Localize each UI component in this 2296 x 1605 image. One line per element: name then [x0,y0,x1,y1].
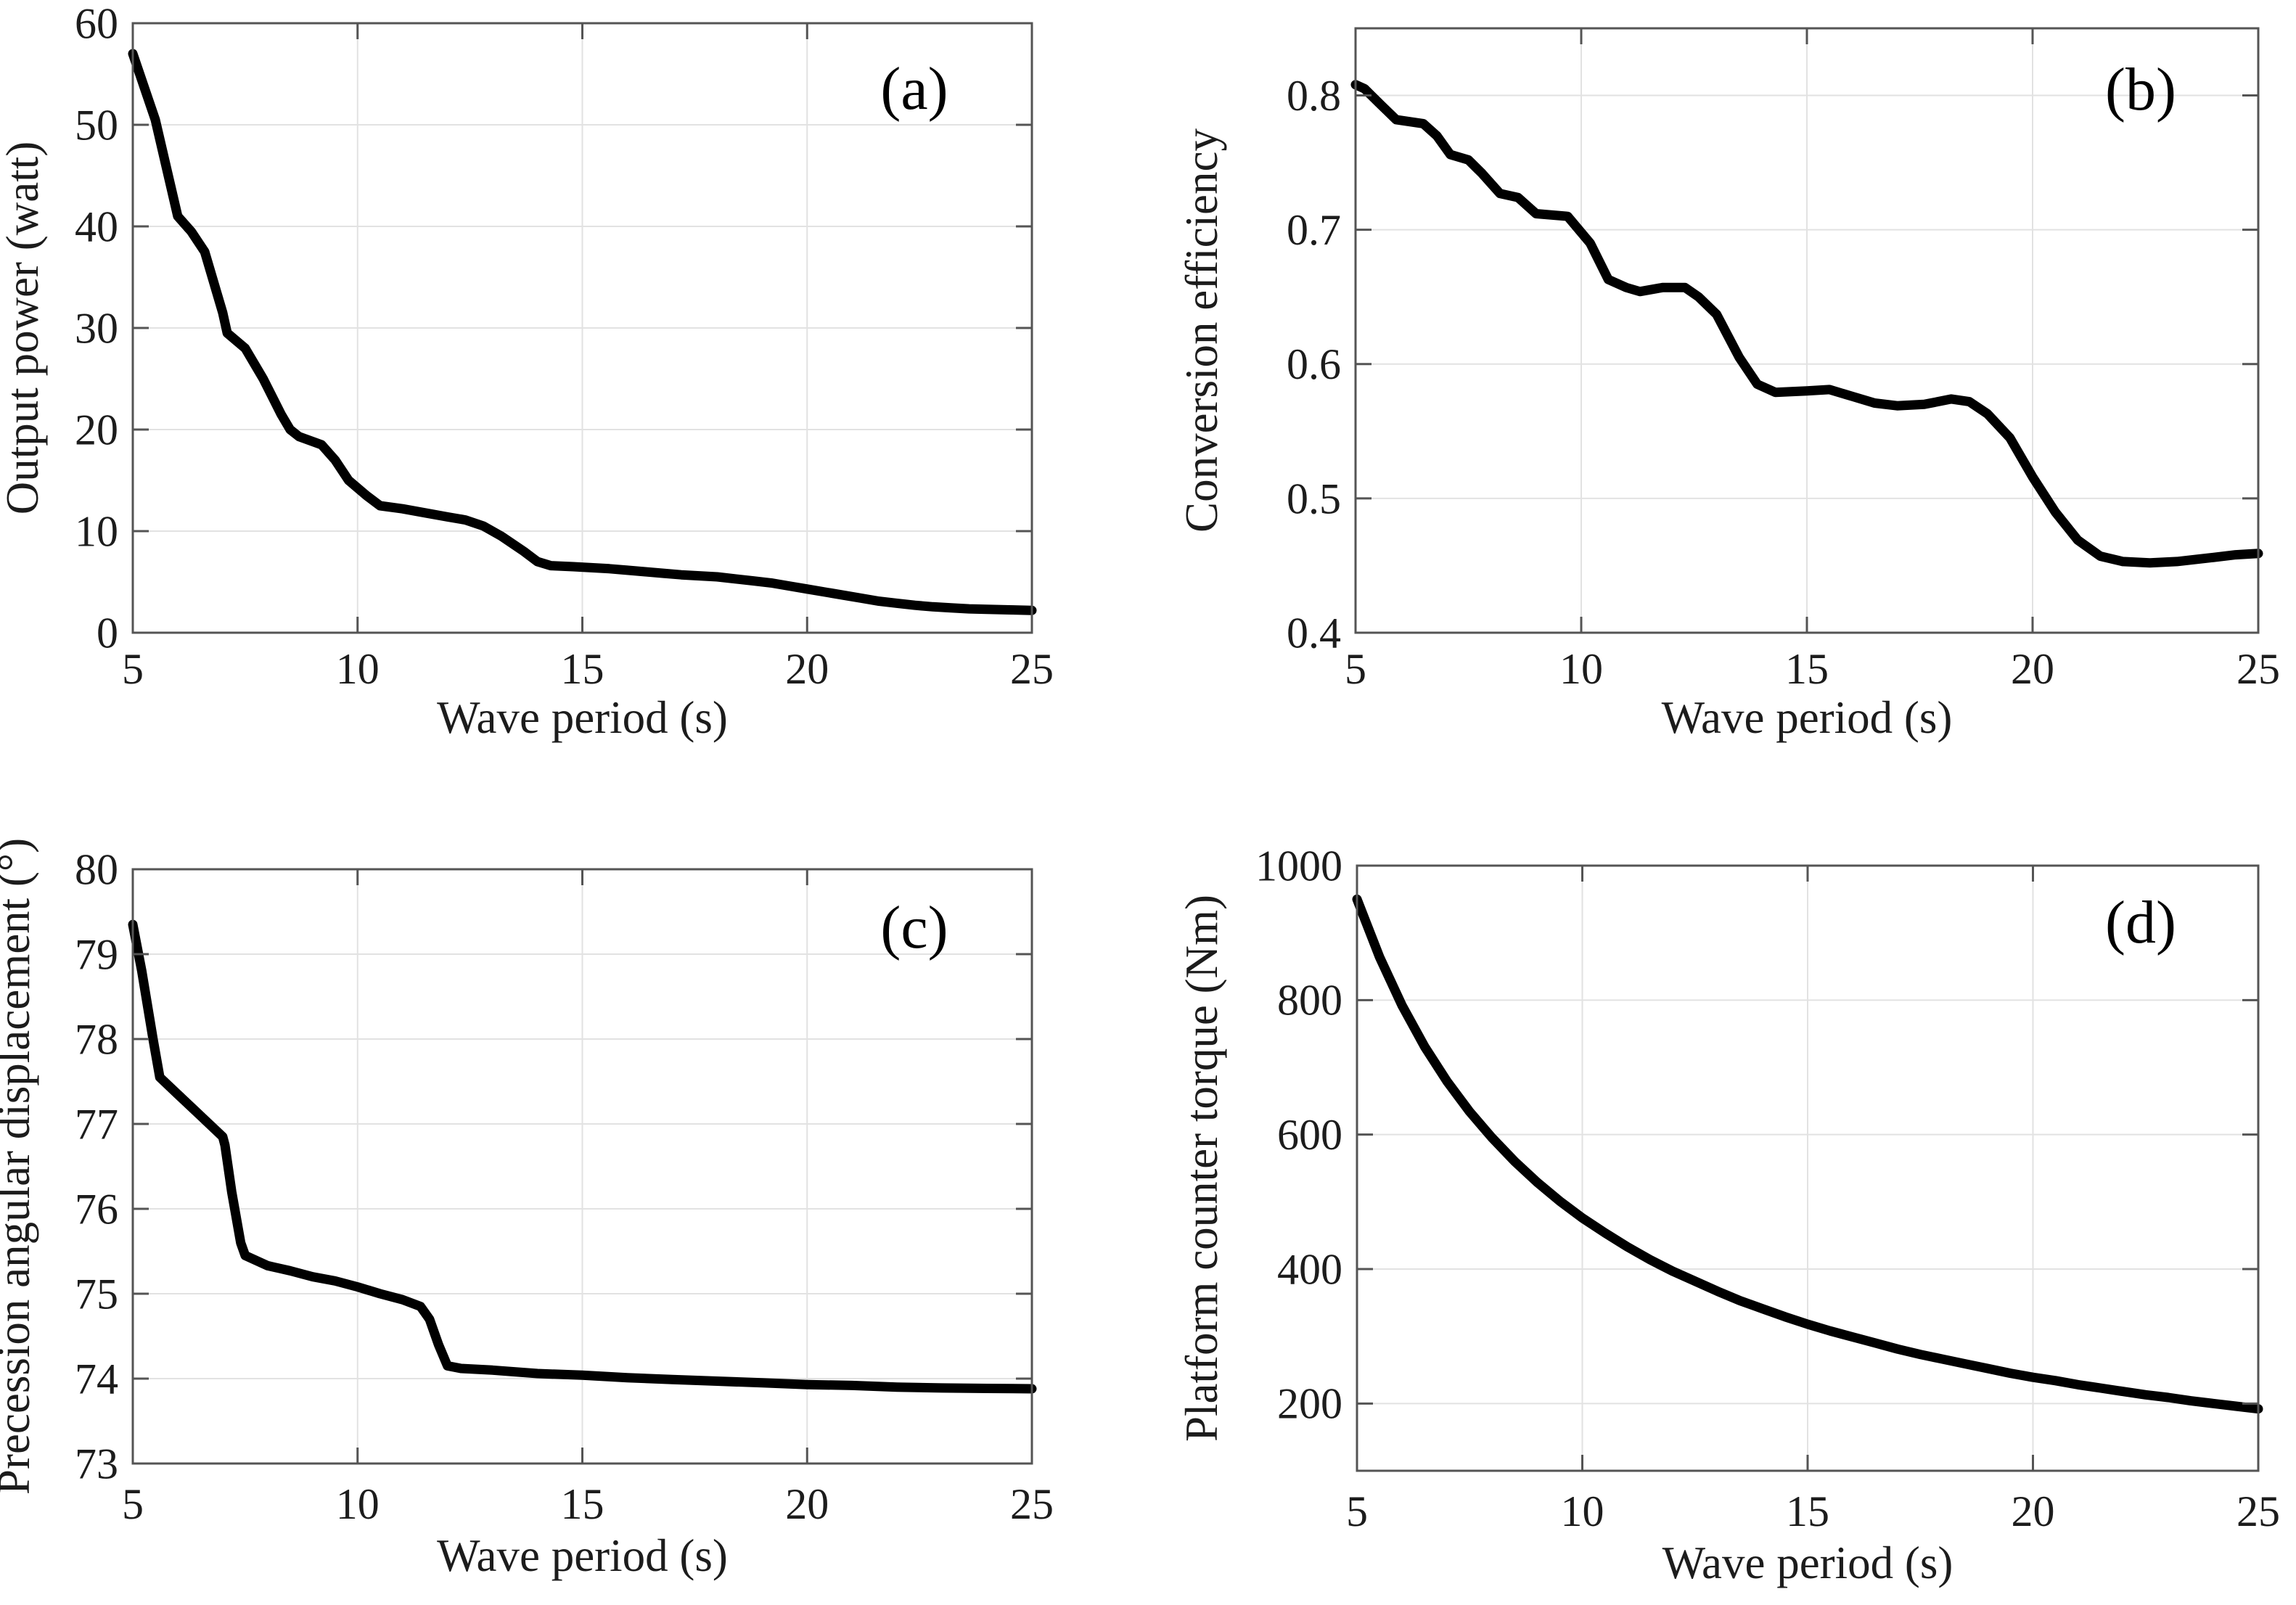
y-tick-label: 50 [75,101,118,149]
y-tick-label: 0.7 [1287,206,1341,254]
y-tick-label: 600 [1277,1111,1342,1159]
x-tick-label: 15 [1785,645,1829,693]
x-tick-label: 25 [2236,645,2280,693]
data-curve [128,919,1037,1394]
y-axis-label: Output power (watt) [0,141,48,514]
panel-letter-label: (a) [880,55,948,123]
y-tick-label: 200 [1277,1380,1342,1428]
x-tick-label: 10 [336,1480,380,1528]
panel-a-output-power-chart: 5 10 15 20 25 0 10 20 30 40 50 60 Wave period (s) Out… [0,0,1054,743]
y-axis-label: Precession angular displacement (°) [0,838,39,1495]
panel-letter-label: (d) [2105,889,2176,956]
y-axis-label: Conversion efficiency [1176,128,1227,533]
x-tick-label: 25 [1010,1480,1054,1528]
x-tick-label: 20 [2011,645,2054,693]
y-tick-label: 20 [75,406,118,453]
y-tick-label: 0.8 [1287,72,1341,120]
y-axis-label: Platform counter torque (Nm) [1176,895,1227,1442]
x-tick-label: 15 [561,645,604,693]
x-tick-label: 5 [1345,645,1366,693]
data-curve [1352,894,2263,1414]
y-tick-label: 78 [75,1015,118,1063]
data-curve [1350,80,2263,568]
x-tick-label: 20 [2012,1487,2055,1535]
y-tick-label: 74 [75,1355,118,1403]
y-tick-label: 79 [75,930,118,978]
y-tick-label: 30 [75,304,118,352]
y-tick-label: 60 [75,0,118,47]
panel-letter-label: (c) [880,894,948,961]
x-tick-label: 20 [785,645,829,693]
x-tick-label: 5 [122,1480,144,1528]
panel-b-conversion-efficiency-chart: 5 10 15 20 25 0.4 0.5 0.6 0.7 0.8 Wave period (s) C… [1176,27,2280,743]
x-tick-label: 15 [1786,1487,1829,1535]
x-tick-label: 20 [785,1480,829,1528]
x-tick-label: 5 [122,645,144,693]
x-axis-label: Wave period (s) [437,1530,728,1581]
y-tick-label: 800 [1277,977,1342,1025]
y-tick-label: 73 [75,1440,118,1487]
y-tick-label: 0.5 [1287,475,1341,522]
x-axis-label: Wave period (s) [1662,692,1953,743]
y-tick-label: 75 [75,1270,118,1318]
x-tick-label: 10 [1559,645,1603,693]
y-tick-label: 400 [1277,1245,1342,1293]
panel-c-precession-displacement-chart: 5 10 15 20 25 73 74 75 76 77 78 79 80 Wave period (s)… [0,838,1054,1581]
y-tick-label: 0.4 [1287,609,1341,657]
data-curve [128,49,1037,615]
x-tick-label: 10 [336,645,380,693]
y-tick-label: 0.6 [1287,340,1341,388]
x-tick-label: 15 [561,1480,604,1528]
x-tick-label: 25 [1010,645,1054,693]
x-axis-label: Wave period (s) [437,692,728,743]
y-tick-label: 77 [75,1100,118,1148]
panel-d-counter-torque-chart: 5 10 15 20 25 200 400 600 800 1000 Wave period (s)… [1176,842,2280,1588]
x-tick-label: 25 [2236,1487,2280,1535]
x-tick-label: 5 [1346,1487,1368,1535]
y-tick-label: 80 [75,845,118,893]
y-tick-label: 0 [97,609,118,657]
panel-letter-label: (b) [2105,56,2176,123]
y-tick-label: 1000 [1255,842,1342,890]
y-tick-label: 76 [75,1185,118,1233]
y-tick-label: 10 [75,507,118,555]
x-axis-label: Wave period (s) [1662,1538,1953,1588]
x-tick-label: 10 [1561,1487,1604,1535]
y-tick-label: 40 [75,202,118,250]
